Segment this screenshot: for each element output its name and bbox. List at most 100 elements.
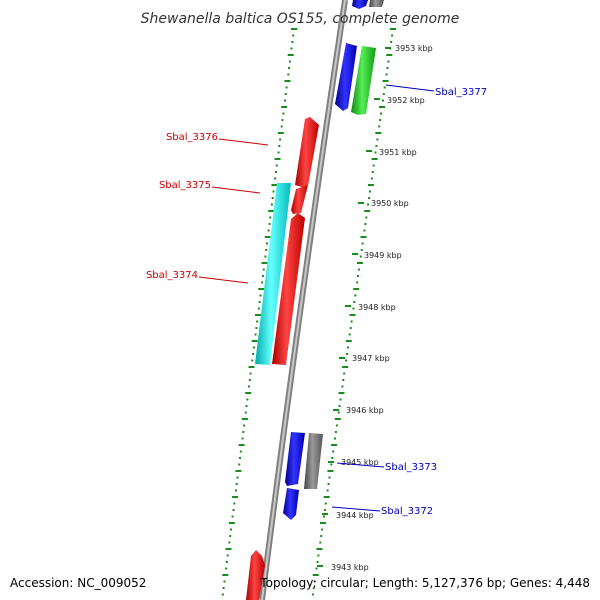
inner-track-dot — [271, 197, 274, 199]
inner-track-dot — [280, 125, 283, 128]
gene-sbal-3372[interactable] — [283, 488, 299, 520]
gene-red-arrow-3943[interactable] — [246, 550, 265, 600]
inner-track-dot — [268, 210, 275, 212]
outer-track-dot — [312, 574, 319, 576]
inner-track-dot — [292, 34, 295, 37]
inner-track-dot — [284, 93, 287, 95]
inner-track-dot — [254, 333, 257, 336]
inner-track-dot — [281, 119, 284, 121]
outer-track-dot — [371, 158, 378, 160]
inner-track-dot — [234, 489, 237, 492]
outer-track-dot — [369, 190, 371, 193]
accession-text: Accession: NC_009052 — [10, 576, 147, 590]
kbp-label-3947: 3947 kbp — [352, 354, 390, 363]
gene-label-sbal-3374[interactable]: Sbal_3374 — [146, 270, 198, 281]
inner-track-dot — [270, 203, 273, 206]
inner-track-dot — [246, 398, 249, 401]
outer-track-dot — [356, 281, 359, 284]
inner-track-dot — [230, 528, 232, 531]
leader-sbal-3377 — [385, 84, 435, 92]
gene-sbal-3377-top-blue[interactable] — [352, 0, 368, 9]
inner-track-dot — [252, 346, 255, 349]
outer-track-dot — [334, 437, 336, 440]
inner-track-dot — [256, 320, 259, 323]
inner-track-dot — [279, 138, 282, 141]
inner-track-dot — [248, 385, 250, 388]
inner-track-dot — [232, 496, 239, 498]
outer-track-dot — [335, 424, 338, 427]
outer-track-dot — [320, 522, 326, 524]
inner-track-dot — [245, 392, 252, 394]
outer-track-dot — [330, 463, 333, 466]
outer-track-dot — [357, 275, 359, 277]
outer-track-dot — [382, 80, 389, 82]
outer-track-dot — [365, 216, 368, 219]
kbp-label-3953: 3953 kbp — [395, 44, 433, 53]
outer-track-dot — [386, 54, 393, 56]
outer-track-dot — [317, 554, 320, 557]
inner-track-dot — [284, 80, 291, 82]
gene-label-sbal-3375[interactable]: Sbal_3375 — [159, 180, 211, 191]
inner-track-dot — [264, 236, 271, 238]
outer-track-dot — [368, 197, 371, 199]
outer-track-dot — [320, 535, 323, 537]
outer-track-dot — [311, 593, 314, 596]
inner-track-dot — [284, 99, 286, 102]
inner-track-dot — [236, 476, 239, 479]
leader-sbal-3372 — [331, 506, 381, 512]
gene-label-sbal-3372[interactable]: Sbal_3372 — [381, 506, 433, 517]
inner-track-dot — [239, 450, 242, 453]
inner-track-dot — [249, 372, 252, 375]
inner-track-dot — [252, 353, 255, 355]
inner-track-dot — [245, 405, 248, 407]
inner-track-dot — [258, 301, 261, 303]
leader-sbal-3374 — [198, 276, 249, 284]
outer-track-dot — [343, 372, 346, 375]
gene-blue-arrow-3953[interactable] — [335, 43, 357, 111]
gene-sbal-3377-top-gray[interactable] — [369, 0, 384, 7]
gene-label-sbal-3376[interactable]: Sbal_3376 — [166, 132, 218, 143]
inner-track-dot — [235, 470, 242, 472]
outer-track-dot — [350, 320, 353, 323]
inner-track-dot — [251, 359, 254, 362]
gene-gray-arrow-3945[interactable] — [304, 433, 323, 489]
leader-sbal-3376 — [218, 138, 269, 146]
inner-track-dot — [238, 463, 241, 466]
kbp-label-3948: 3948 kbp — [358, 303, 396, 312]
outer-track-dot — [379, 106, 385, 108]
gene-sbal-3373[interactable] — [285, 432, 305, 486]
outer-track-dot — [313, 580, 316, 583]
inner-track-dot — [226, 554, 229, 557]
gene-sbal-3375[interactable] — [255, 183, 291, 365]
outer-track-dot — [391, 34, 394, 37]
inner-track-dot — [225, 561, 228, 563]
gene-sbal-3374[interactable] — [272, 213, 305, 365]
outer-track-dot — [372, 164, 375, 167]
kbp-scale: 3953 kbp 3952 kbp 3951 kbp 3950 kbp 3949… — [317, 44, 433, 572]
map-title: Shewanella baltica OS155, complete genom… — [141, 11, 460, 27]
gene-label-sbal-3373[interactable]: Sbal_3373 — [385, 462, 437, 473]
outer-track-dot — [386, 67, 389, 69]
outer-track-dot — [345, 340, 352, 342]
gene-red-arrow-3950[interactable] — [291, 185, 308, 214]
outer-track-dot — [346, 346, 349, 349]
inner-track-dot — [275, 171, 277, 173]
outer-track-dot — [349, 314, 356, 316]
outer-track-dot — [331, 457, 334, 459]
gene-sbal-3377[interactable] — [351, 46, 376, 115]
inner-track-dot — [269, 216, 272, 219]
kbp-label-3944: 3944 kbp — [336, 511, 374, 520]
inner-dotted-track — [221, 28, 297, 596]
inner-track-dot — [231, 515, 234, 518]
outer-track-dot — [328, 476, 331, 479]
outer-track-dot — [316, 548, 323, 550]
inner-track-dot — [222, 574, 229, 576]
inner-track-dot — [285, 86, 288, 89]
gene-sbal-3376[interactable] — [295, 117, 319, 187]
outer-track-dot — [367, 203, 370, 206]
inner-track-dot — [241, 437, 244, 440]
outer-track-dot — [374, 151, 377, 154]
leader-sbal-3375 — [211, 186, 261, 194]
inner-track-dot — [275, 164, 278, 167]
gene-label-sbal-3377[interactable]: Sbal_3377 — [435, 87, 487, 98]
